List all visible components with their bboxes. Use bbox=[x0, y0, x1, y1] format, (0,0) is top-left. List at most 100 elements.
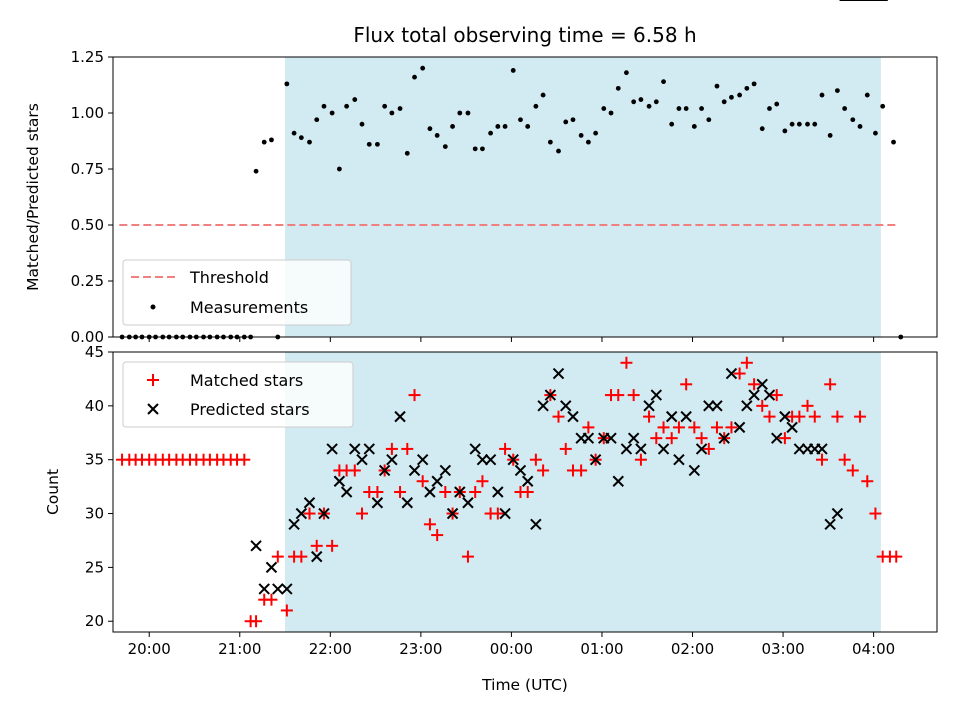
y-tick-label: 35 bbox=[85, 451, 104, 469]
bottom-marks bbox=[116, 0, 903, 628]
measurement-point bbox=[397, 106, 403, 111]
measurement-point bbox=[805, 121, 810, 127]
matched-point bbox=[385, 442, 398, 455]
predicted-point bbox=[378, 464, 391, 477]
measurement-point bbox=[450, 124, 455, 129]
y-tick-label: 45 bbox=[85, 343, 104, 361]
predicted-point bbox=[824, 518, 836, 531]
matched-point bbox=[265, 593, 278, 606]
x-tick-label: 21:00 bbox=[218, 640, 261, 658]
legend-predicted-label: Predicted stars bbox=[190, 400, 310, 419]
predicted-point bbox=[816, 443, 828, 455]
predicted-point bbox=[469, 443, 481, 455]
measurement-point bbox=[329, 110, 335, 116]
x-tick-label: 00:00 bbox=[490, 640, 533, 658]
measurement-point bbox=[812, 121, 818, 127]
matched-point bbox=[890, 550, 903, 563]
predicted-point bbox=[552, 367, 565, 380]
measurement-point bbox=[891, 139, 896, 145]
top-observing-window bbox=[285, 57, 881, 337]
top-axes-frame bbox=[112, 56, 938, 338]
measurement-point bbox=[307, 139, 312, 145]
measurement-point bbox=[691, 124, 697, 129]
matched-point bbox=[793, 410, 806, 423]
measurement-point bbox=[389, 110, 395, 116]
measurement-point bbox=[683, 106, 689, 111]
predicted-point bbox=[492, 486, 504, 498]
predicted-point bbox=[288, 518, 300, 531]
predicted-point bbox=[831, 507, 844, 520]
measurement-point bbox=[661, 79, 666, 85]
measurement-point bbox=[857, 124, 863, 129]
predicted-point bbox=[371, 497, 384, 509]
matched-point bbox=[394, 486, 407, 498]
matched-point bbox=[733, 367, 746, 380]
predicted-point bbox=[741, 400, 753, 412]
matched-point bbox=[854, 410, 867, 423]
x-tick-label: 20:00 bbox=[128, 640, 171, 658]
measurement-point bbox=[442, 144, 448, 150]
measurement-point bbox=[601, 106, 607, 111]
matched-point bbox=[643, 410, 656, 423]
matched-point bbox=[431, 529, 444, 542]
matched-point bbox=[238, 453, 251, 466]
matched-point bbox=[824, 378, 837, 391]
y-tick-label: 30 bbox=[85, 505, 104, 523]
measurement-point bbox=[480, 146, 485, 152]
measurement-point bbox=[366, 141, 372, 147]
measurement-point bbox=[737, 92, 743, 98]
predicted-point bbox=[424, 486, 436, 498]
measurement-point bbox=[585, 139, 591, 145]
predicted-point bbox=[507, 453, 519, 466]
matched-point bbox=[650, 432, 663, 445]
predicted-point bbox=[303, 497, 316, 509]
matched-point bbox=[271, 550, 284, 563]
bottom-legend: Matched stars Predicted stars bbox=[122, 361, 354, 428]
predicted-point bbox=[748, 389, 760, 401]
predicted-point bbox=[560, 400, 572, 412]
matched-point bbox=[770, 389, 783, 402]
y-tick-label: 0.25 bbox=[71, 272, 104, 290]
measurement-point bbox=[789, 121, 795, 127]
predicted-point bbox=[326, 443, 338, 455]
matched-point bbox=[356, 507, 369, 520]
bottom-legend-box bbox=[122, 361, 354, 428]
measurement-point bbox=[706, 117, 712, 123]
measurement-point bbox=[796, 121, 802, 127]
measurement-point bbox=[488, 130, 493, 136]
measurement-point bbox=[615, 85, 621, 91]
predicted-point bbox=[703, 400, 715, 412]
predicted-point bbox=[680, 410, 692, 423]
matched-point bbox=[702, 442, 715, 455]
y-tick-label: 0.00 bbox=[71, 328, 104, 346]
top-legend: Threshold Measurements bbox=[122, 259, 352, 326]
bottom-observing-window bbox=[285, 352, 881, 632]
matched-point bbox=[665, 432, 678, 445]
x-tick-label: 01:00 bbox=[580, 640, 623, 658]
predicted-point bbox=[582, 432, 595, 444]
predicted-point bbox=[318, 507, 330, 520]
top-legend-box bbox=[122, 259, 352, 326]
measurement-point bbox=[269, 137, 274, 143]
measurement-point bbox=[344, 103, 350, 109]
measurement-point bbox=[382, 103, 388, 109]
measurement-point bbox=[291, 130, 297, 136]
measurement-point bbox=[427, 126, 433, 132]
predicted-point bbox=[544, 389, 557, 401]
top-ticks: 0.00 0.25 0.50 0.75 1.00 1.25 bbox=[71, 48, 875, 346]
matched-point bbox=[778, 432, 791, 445]
matched-point bbox=[521, 486, 534, 498]
predicted-point bbox=[567, 410, 579, 423]
x-tick-label: 22:00 bbox=[309, 640, 352, 658]
measurement-point bbox=[510, 68, 516, 73]
predicted-point bbox=[756, 378, 768, 391]
predicted-point bbox=[454, 486, 466, 498]
y-tick-label: 0.75 bbox=[71, 160, 104, 178]
matched-point bbox=[529, 453, 542, 466]
matched-point bbox=[303, 507, 316, 520]
measurement-point bbox=[744, 85, 750, 91]
measurement-point bbox=[298, 135, 304, 141]
predicted-point bbox=[462, 497, 474, 509]
bottom-ticks: 20:00 21:00 22:00 23:00 00:00 01:00 02:00 03:00… bbox=[85, 343, 895, 658]
